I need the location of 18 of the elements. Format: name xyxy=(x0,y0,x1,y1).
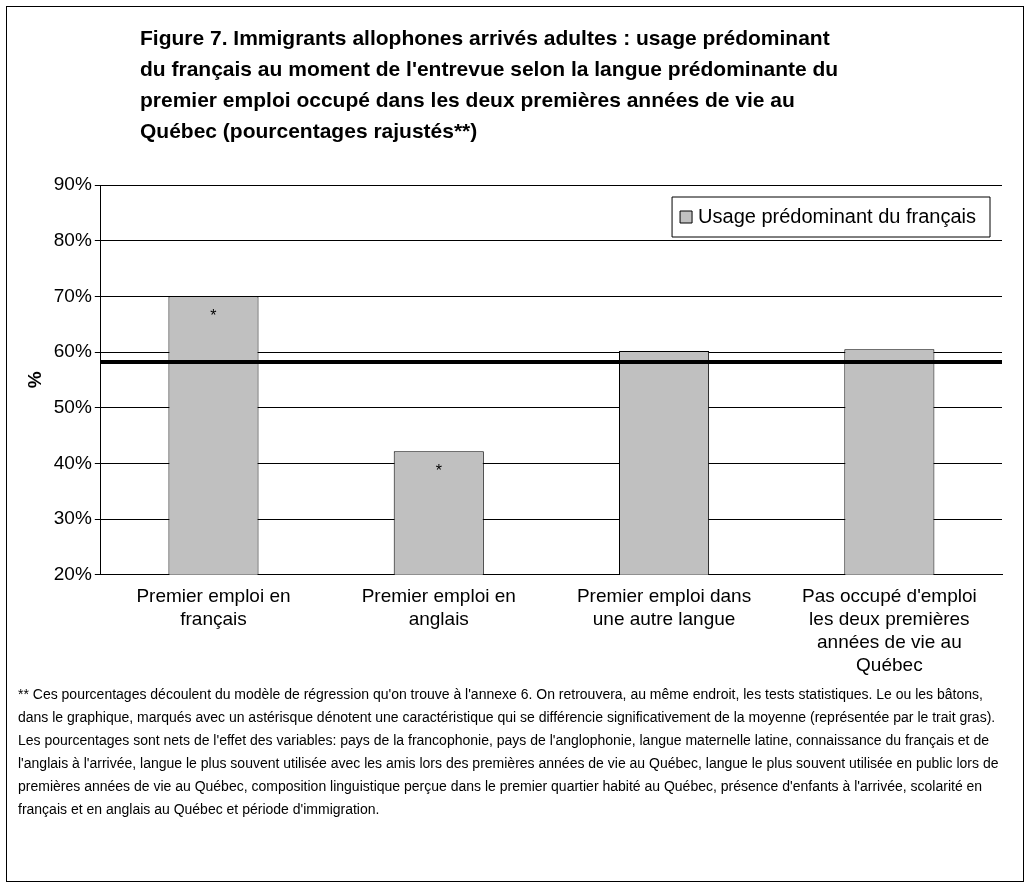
y-tick-label: 20% xyxy=(53,563,92,585)
y-tick-label: 40% xyxy=(53,451,92,473)
text: ** Ces pourcentages découlent du modèle de régression qu'on trouve à l'annexe 6. On retrouvera, au même endroit, les tests statistiques. Le ou les bâtons, dans le graphique, marqués avec un astérisque dénotent une caractéristique qui se différencie significativement de la moyenne (représentée par le trait gras). Les pourcentages sont nets de l'effet des variables: pays de la francophonie, pays de l'anglophonie, langue maternelle latine, connaissance du français et de l'anglais à l'arrivée, langue le plus souvent utilisée avec les amis lors des premières années de vie au Québec, langue le plus souvent utilisée en public lors de premières années de vie au Québec, composition linguistique perçue dans le premier quartier habité au Québec, présence d'enfants à l'arrivée, scolarité en français et en anglais au Québec et période d'immigration. xyxy=(18,685,1000,819)
chart-title: Figure 7. Immigrants allophones arrivés adultes : usage prédominant du français au moment de l'entrevue selon la langue prédominante du premier emploi occupé dans les deux premières années de vie au Québec (pourcentages rajustés**) xyxy=(140,25,840,144)
x-tick-label: Premier emploi en anglais xyxy=(361,585,516,630)
legend-label: Usage prédominant du français xyxy=(698,204,977,227)
annotation: * xyxy=(210,306,217,324)
y-tick-label: 60% xyxy=(53,340,92,362)
x-tick-label: Pas occupé d'emploi les deux premières années de vie au Québec xyxy=(801,585,977,675)
y-tick-label: 80% xyxy=(53,228,92,250)
y-axis-title: % xyxy=(23,371,45,389)
annotation: * xyxy=(435,461,442,479)
y-tick-label: 90% xyxy=(53,173,92,195)
y-tick-label: 50% xyxy=(53,395,92,417)
y-tick-label: 30% xyxy=(53,507,92,529)
x-tick-label: Premier emploi dans une autre langue xyxy=(576,585,752,630)
y-tick-label: 70% xyxy=(53,284,92,306)
x-tick-label: Premier emploi en français xyxy=(136,585,291,630)
